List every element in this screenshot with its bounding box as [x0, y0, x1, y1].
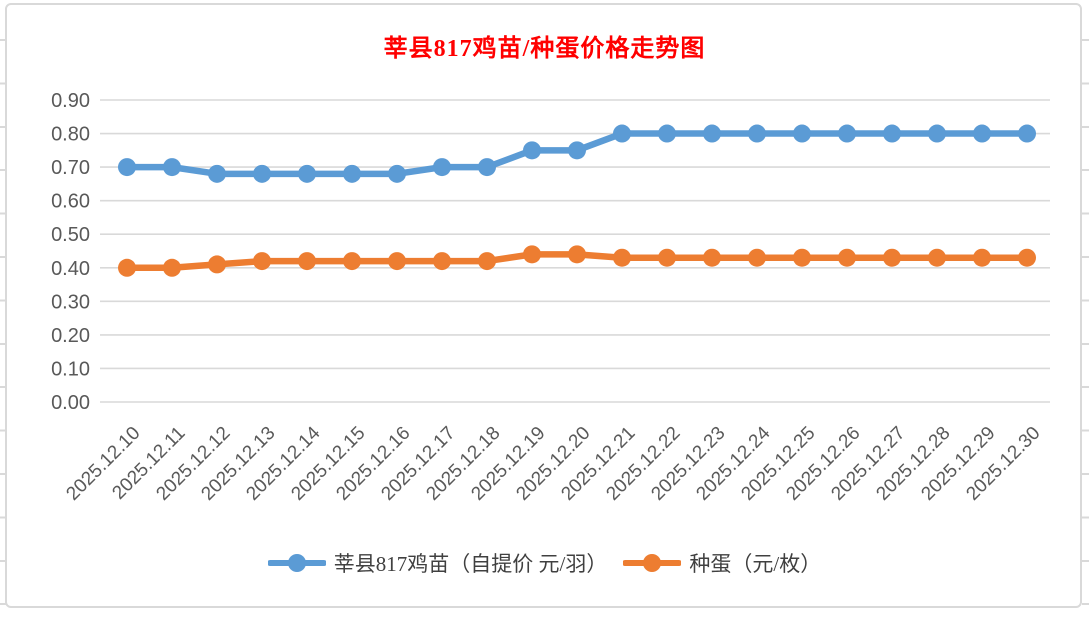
chart-title: 莘县817鸡苗/种蛋价格走势图: [383, 36, 706, 62]
legend-label-egg-price: 种蛋（元/枚）: [689, 552, 822, 576]
legend-label-chick-price: 莘县817鸡苗（自提价 元/羽）: [333, 552, 608, 576]
worksheet-gridline-stubs-left: [0, 39, 6, 605]
legend-item-egg-price: 种蛋（元/枚）: [623, 548, 821, 578]
legend-marker-egg-line-icon: [623, 554, 682, 572]
legend-marker-chick-line-icon: [267, 554, 326, 572]
worksheet-gridline-stubs-right: [1082, 39, 1089, 605]
chart-legend: 莘县817鸡苗（自提价 元/羽） 种蛋（元/枚）: [0, 548, 1089, 578]
legend-item-chick-price: 莘县817鸡苗（自提价 元/羽）: [267, 548, 608, 578]
chart-frame: [5, 3, 1082, 608]
